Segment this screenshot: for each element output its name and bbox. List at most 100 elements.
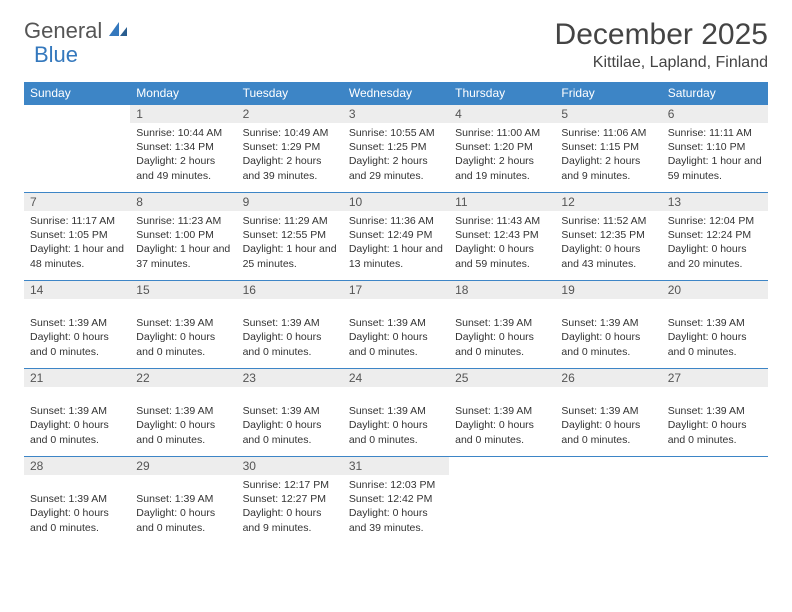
day-number: 3 (343, 105, 449, 123)
day-number: 2 (237, 105, 343, 123)
day-number: 30 (237, 457, 343, 475)
calendar-cell: 2Sunrise: 10:49 AMSunset: 1:29 PMDayligh… (237, 105, 343, 193)
calendar-cell: 30Sunrise: 12:17 PMSunset: 12:27 PMDayli… (237, 457, 343, 545)
day-content: Sunrise: 11:43 AMSunset: 12:43 PMDayligh… (449, 211, 555, 275)
sail-icon (107, 18, 129, 44)
calendar-week: 28 Sunset: 1:39 AMDaylight: 0 hours and … (24, 457, 768, 545)
calendar-cell: 8Sunrise: 11:23 AMSunset: 1:00 PMDayligh… (130, 193, 236, 281)
brand-part2: Blue (34, 42, 78, 68)
day-number: 1 (130, 105, 236, 123)
brand-logo: General (24, 18, 131, 44)
calendar-cell: 3Sunrise: 10:55 AMSunset: 1:25 PMDayligh… (343, 105, 449, 193)
day-content: Sunrise: 10:44 AMSunset: 1:34 PMDaylight… (130, 123, 236, 187)
day-content: Sunset: 1:39 AMDaylight: 0 hours and 0 m… (237, 299, 343, 363)
day-content: Sunrise: 11:17 AMSunset: 1:05 PMDaylight… (24, 211, 130, 275)
day-number: 28 (24, 457, 130, 475)
calendar-cell: 18 Sunset: 1:39 AMDaylight: 0 hours and … (449, 281, 555, 369)
day-number: 21 (24, 369, 130, 387)
calendar-cell: 1Sunrise: 10:44 AMSunset: 1:34 PMDayligh… (130, 105, 236, 193)
day-content: Sunset: 1:39 AMDaylight: 0 hours and 0 m… (449, 387, 555, 451)
day-number: 20 (662, 281, 768, 299)
month-title: December 2025 (555, 18, 768, 52)
day-content: Sunrise: 12:03 PMSunset: 12:42 PMDayligh… (343, 475, 449, 539)
day-header: Monday (130, 82, 236, 105)
day-number: 27 (662, 369, 768, 387)
day-content: Sunset: 1:39 AMDaylight: 0 hours and 0 m… (662, 387, 768, 451)
day-content: Sunset: 1:39 AMDaylight: 0 hours and 0 m… (237, 387, 343, 451)
calendar-week: 14 Sunset: 1:39 AMDaylight: 0 hours and … (24, 281, 768, 369)
day-number: 6 (662, 105, 768, 123)
day-number (24, 105, 130, 123)
day-content: Sunrise: 11:11 AMSunset: 1:10 PMDaylight… (662, 123, 768, 187)
day-number: 10 (343, 193, 449, 211)
day-number: 15 (130, 281, 236, 299)
calendar-cell: 4Sunrise: 11:00 AMSunset: 1:20 PMDayligh… (449, 105, 555, 193)
day-number: 18 (449, 281, 555, 299)
calendar-cell: 19 Sunset: 1:39 AMDaylight: 0 hours and … (555, 281, 661, 369)
calendar-week: 7Sunrise: 11:17 AMSunset: 1:05 PMDayligh… (24, 193, 768, 281)
calendar-cell: 15 Sunset: 1:39 AMDaylight: 0 hours and … (130, 281, 236, 369)
day-header: Tuesday (237, 82, 343, 105)
calendar-head: SundayMondayTuesdayWednesdayThursdayFrid… (24, 82, 768, 105)
day-number: 26 (555, 369, 661, 387)
calendar-cell: 26 Sunset: 1:39 AMDaylight: 0 hours and … (555, 369, 661, 457)
day-content: Sunset: 1:39 AMDaylight: 0 hours and 0 m… (343, 299, 449, 363)
day-content: Sunset: 1:39 AMDaylight: 0 hours and 0 m… (24, 387, 130, 451)
day-number: 23 (237, 369, 343, 387)
calendar-cell: 14 Sunset: 1:39 AMDaylight: 0 hours and … (24, 281, 130, 369)
day-header: Friday (555, 82, 661, 105)
day-content: Sunrise: 11:23 AMSunset: 1:00 PMDaylight… (130, 211, 236, 275)
day-number: 12 (555, 193, 661, 211)
calendar-cell: 5Sunrise: 11:06 AMSunset: 1:15 PMDayligh… (555, 105, 661, 193)
calendar-cell: 23 Sunset: 1:39 AMDaylight: 0 hours and … (237, 369, 343, 457)
day-content: Sunrise: 12:17 PMSunset: 12:27 PMDayligh… (237, 475, 343, 539)
day-content: Sunset: 1:39 AMDaylight: 0 hours and 0 m… (24, 475, 130, 539)
day-content (555, 475, 661, 482)
calendar-cell: 13Sunrise: 12:04 PMSunset: 12:24 PMDayli… (662, 193, 768, 281)
calendar-week: 1Sunrise: 10:44 AMSunset: 1:34 PMDayligh… (24, 105, 768, 193)
location: Kittilae, Lapland, Finland (555, 54, 768, 72)
day-number: 5 (555, 105, 661, 123)
calendar-cell (449, 457, 555, 545)
day-number (449, 457, 555, 475)
day-header: Saturday (662, 82, 768, 105)
day-content: Sunset: 1:39 AMDaylight: 0 hours and 0 m… (130, 475, 236, 539)
day-number (662, 457, 768, 475)
day-number: 7 (24, 193, 130, 211)
day-content (24, 123, 130, 130)
day-content: Sunset: 1:39 AMDaylight: 0 hours and 0 m… (130, 299, 236, 363)
day-content: Sunrise: 11:29 AMSunset: 12:55 PMDayligh… (237, 211, 343, 275)
brand-part1: General (24, 18, 102, 44)
title-block: December 2025 Kittilae, Lapland, Finland (555, 18, 768, 72)
day-content (662, 475, 768, 482)
day-header: Wednesday (343, 82, 449, 105)
calendar-table: SundayMondayTuesdayWednesdayThursdayFrid… (24, 82, 768, 545)
calendar-body: 1Sunrise: 10:44 AMSunset: 1:34 PMDayligh… (24, 105, 768, 545)
day-number: 19 (555, 281, 661, 299)
calendar-cell (555, 457, 661, 545)
calendar-cell: 21 Sunset: 1:39 AMDaylight: 0 hours and … (24, 369, 130, 457)
day-content: Sunset: 1:39 AMDaylight: 0 hours and 0 m… (555, 299, 661, 363)
day-number: 24 (343, 369, 449, 387)
day-number: 17 (343, 281, 449, 299)
day-number (555, 457, 661, 475)
day-number: 25 (449, 369, 555, 387)
calendar-cell: 22 Sunset: 1:39 AMDaylight: 0 hours and … (130, 369, 236, 457)
calendar-cell: 28 Sunset: 1:39 AMDaylight: 0 hours and … (24, 457, 130, 545)
calendar-cell: 29 Sunset: 1:39 AMDaylight: 0 hours and … (130, 457, 236, 545)
calendar-cell: 16 Sunset: 1:39 AMDaylight: 0 hours and … (237, 281, 343, 369)
day-number: 4 (449, 105, 555, 123)
day-number: 13 (662, 193, 768, 211)
calendar-cell: 9Sunrise: 11:29 AMSunset: 12:55 PMDaylig… (237, 193, 343, 281)
calendar-cell: 24 Sunset: 1:39 AMDaylight: 0 hours and … (343, 369, 449, 457)
calendar-cell: 11Sunrise: 11:43 AMSunset: 12:43 PMDayli… (449, 193, 555, 281)
calendar-cell: 12Sunrise: 11:52 AMSunset: 12:35 PMDayli… (555, 193, 661, 281)
day-content: Sunrise: 10:49 AMSunset: 1:29 PMDaylight… (237, 123, 343, 187)
day-content: Sunset: 1:39 AMDaylight: 0 hours and 0 m… (555, 387, 661, 451)
day-content: Sunset: 1:39 AMDaylight: 0 hours and 0 m… (130, 387, 236, 451)
brand-line2: Blue (34, 42, 78, 68)
calendar-cell (662, 457, 768, 545)
day-number: 29 (130, 457, 236, 475)
calendar-cell (24, 105, 130, 193)
day-number: 31 (343, 457, 449, 475)
